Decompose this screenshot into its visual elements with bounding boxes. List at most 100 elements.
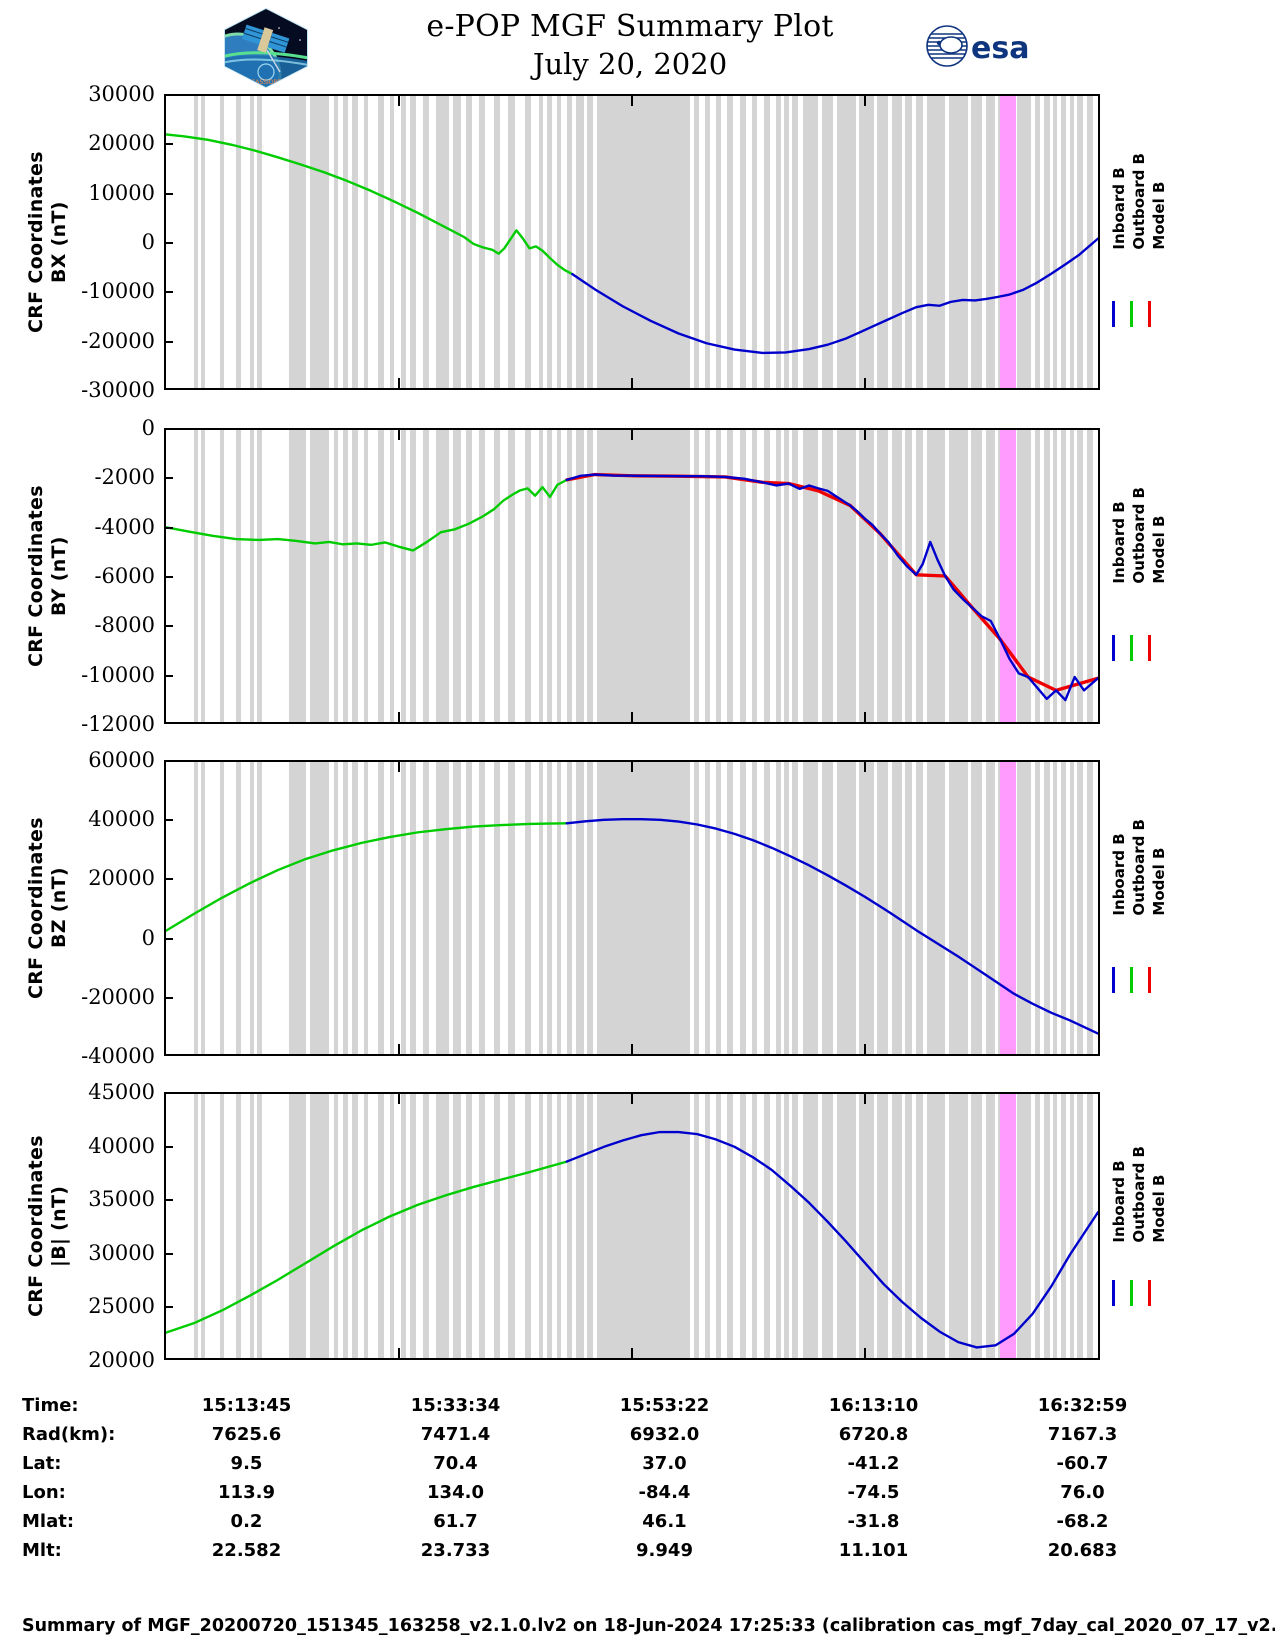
series-inboard-b [565,1130,1098,1349]
table-cell: -74.5 [847,1482,900,1503]
shaded-band [235,96,241,388]
shaded-band [363,96,369,388]
shaded-band [352,762,358,1054]
x-tick-mark [631,378,633,388]
shaded-band [1053,762,1057,1054]
shaded-band [740,430,746,722]
shaded-band [859,762,875,1054]
shaded-band [837,96,856,388]
shaded-band [587,1094,593,1358]
shaded-band [193,430,199,722]
shaded-band [538,762,543,1054]
shaded-band [508,430,515,722]
shaded-band [524,1094,532,1358]
shaded-band [986,96,996,388]
legend-label-model-b: Model B [1150,847,1168,916]
y-tick-mark [164,878,173,881]
shaded-band [704,1094,711,1358]
page-title: e-POP MGF Summary Plot July 20, 2020 [330,8,930,82]
shaded-band [822,96,834,388]
y-axis-subtitle-by: BY (nT) [48,536,70,616]
legend-bz: Inboard B Outboard B Model B [1110,819,1240,1050]
shaded-band [693,96,700,388]
table-cell: 46.1 [642,1511,687,1532]
shaded-band [235,1094,241,1358]
shaded-band [436,430,450,722]
y-tick-label: -2000 [94,465,155,490]
shaded-band [764,430,770,722]
shaded-band [400,762,407,1054]
table-cell: 15:33:34 [410,1395,501,1416]
shaded-band [566,96,573,388]
shaded-band [249,1094,254,1358]
shaded-band [727,1094,733,1358]
table-cell: 9.5 [230,1453,263,1474]
shaded-band [235,762,241,1054]
y-axis-subtitle-bx: BX (nT) [48,201,70,283]
table-cell: 37.0 [642,1453,687,1474]
shaded-band [352,430,358,722]
legend-swatch-inboard-b [1112,1280,1115,1306]
shaded-band [466,430,472,722]
legend-label-inboard-b: Inboard B [1110,1160,1128,1243]
shaded-band [783,762,789,1054]
shaded-band [776,96,782,388]
table-row: Lon: 113.9 134.0 -84.4 -74.5 76.0 [22,1479,1187,1508]
shaded-band [538,96,543,388]
shaded-band [1077,96,1084,388]
shaded-band [257,96,262,388]
y-tick-label: -20000 [81,984,155,1009]
shaded-band [547,762,552,1054]
table-cell: 76.0 [1060,1482,1105,1503]
series-outboard-b [166,822,568,932]
y-tick-label: 10000 [88,180,155,205]
plot-area-bz [166,762,1098,1054]
y-tick-label: -40000 [81,1044,155,1068]
x-tick-mark [864,712,866,722]
shaded-band [727,430,733,722]
shaded-band [410,96,416,388]
shaded-band [479,1094,485,1358]
series-inboard-b [565,818,1098,1035]
shaded-band [466,762,472,1054]
shaded-band [792,96,798,388]
shaded-band [802,1094,819,1358]
x-tick-mark [864,762,866,772]
shaded-band [576,1094,584,1358]
shaded-band [926,96,946,388]
shaded-band [389,430,395,722]
shaded-band [1043,96,1050,388]
shaded-band [378,96,385,388]
plot-frame-bz [164,760,1100,1056]
shaded-band [1070,430,1074,722]
y-tick-mark [164,242,173,244]
shaded-band [776,1094,782,1358]
shaded-band [466,96,472,388]
shaded-band [822,762,834,1054]
x-tick-mark [864,96,866,106]
legend-swatch-outboard-b [1130,967,1133,993]
trace-layer-by [166,472,1098,702]
plot-area-bx [166,96,1098,388]
x-tick-mark [398,712,400,722]
shaded-band [352,1094,358,1358]
shaded-band [727,96,733,388]
shaded-band [776,762,782,1054]
shaded-band [193,1094,199,1358]
shaded-band [926,1094,946,1358]
y-tick-mark [164,192,173,195]
shaded-band [704,762,711,1054]
panel-bz: -40000 -20000 0 20000 40000 60000 CRF Coordina… [25,748,1168,1068]
shaded-band [740,1094,746,1358]
shaded-band [727,762,733,1054]
shaded-band [1086,430,1094,722]
shaded-band [764,762,770,1054]
shaded-band [859,1094,875,1358]
shaded-band [220,430,224,722]
shaded-band [289,1094,306,1358]
shaded-band [343,96,348,388]
shaded-band [892,430,903,722]
table-cell: 0.2 [230,1511,263,1532]
y-tick-label: -10000 [81,662,155,687]
legend-label-outboard-b: Outboard B [1130,487,1148,584]
